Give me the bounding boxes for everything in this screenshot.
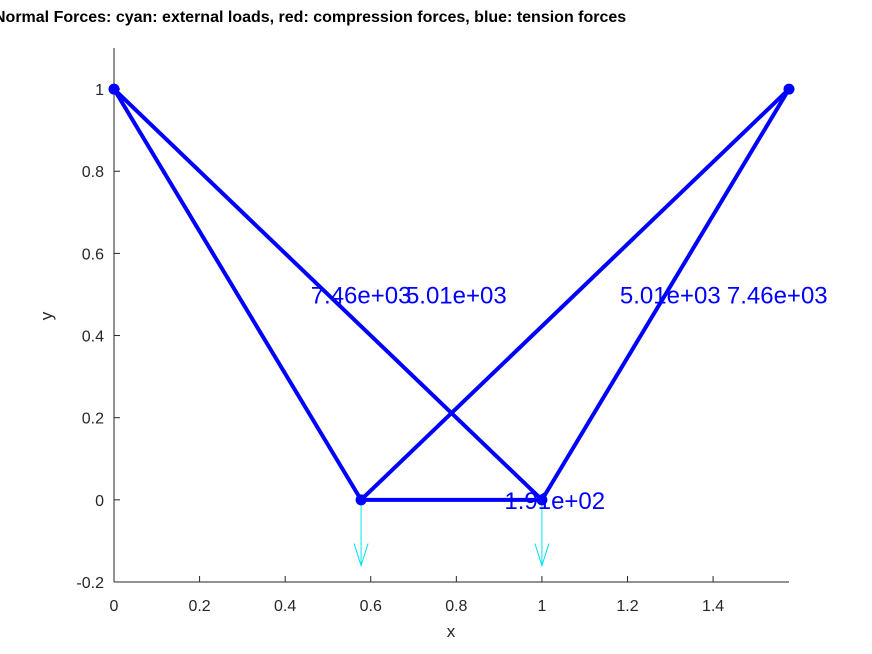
x-axis-label: x [447, 622, 456, 641]
y-axis-label: y [37, 311, 56, 320]
external-load-arrow [353, 499, 369, 568]
x-tick-label: 1 [537, 598, 546, 615]
y-tick-label: 0.8 [82, 164, 104, 181]
truss-node [536, 494, 548, 506]
x-tick-label: 0 [110, 598, 119, 615]
member-force-label: 7.46e+03 [311, 282, 412, 309]
truss-nodes [108, 83, 795, 506]
axes: 0 0.2 0.4 0.6 0.8 1 1.2 1.4 -0.2 0 0.2 0.4 0.6 0.8 1 [76, 48, 789, 615]
x-tick-label: 0.2 [188, 598, 210, 615]
truss-member [112, 87, 544, 502]
y-tick-label: 1 [95, 82, 104, 99]
load-arrow-head [534, 543, 550, 568]
load-arrow-head [353, 543, 369, 568]
member-force-label: 5.01e+03 [620, 282, 721, 309]
truss-member [359, 87, 791, 502]
truss-node [108, 83, 120, 95]
member-force-label: 5.01e+03 [406, 282, 507, 309]
truss-member [112, 87, 364, 502]
member-force-label: 1.91e+02 [504, 488, 605, 515]
member-force-label: 7.46e+03 [727, 282, 828, 309]
y-tick-label: 0.2 [82, 411, 104, 428]
x-tick-label: 0.4 [274, 598, 296, 615]
chart-title: Normal Forces: cyan: external loads, red… [0, 9, 626, 26]
truss-node [783, 83, 795, 95]
y-tick-label: 0 [95, 493, 104, 510]
external-loads [353, 499, 550, 568]
external-load-arrow [534, 499, 550, 568]
truss-member [539, 87, 791, 502]
force-labels: 7.46e+035.01e+03 5.01e+03 7.46e+031.91e+02 [311, 282, 828, 514]
truss-node [355, 494, 367, 506]
x-tick-label: 1.2 [616, 598, 638, 615]
x-tick-label: 1.4 [702, 598, 724, 615]
y-tick-label: 0.4 [82, 329, 104, 346]
truss-members [112, 87, 791, 502]
x-tick-label: 0.8 [445, 598, 467, 615]
y-tick-label: -0.2 [76, 575, 104, 592]
y-tick-label: 0.6 [82, 246, 104, 263]
x-tick-label: 0.6 [360, 598, 382, 615]
